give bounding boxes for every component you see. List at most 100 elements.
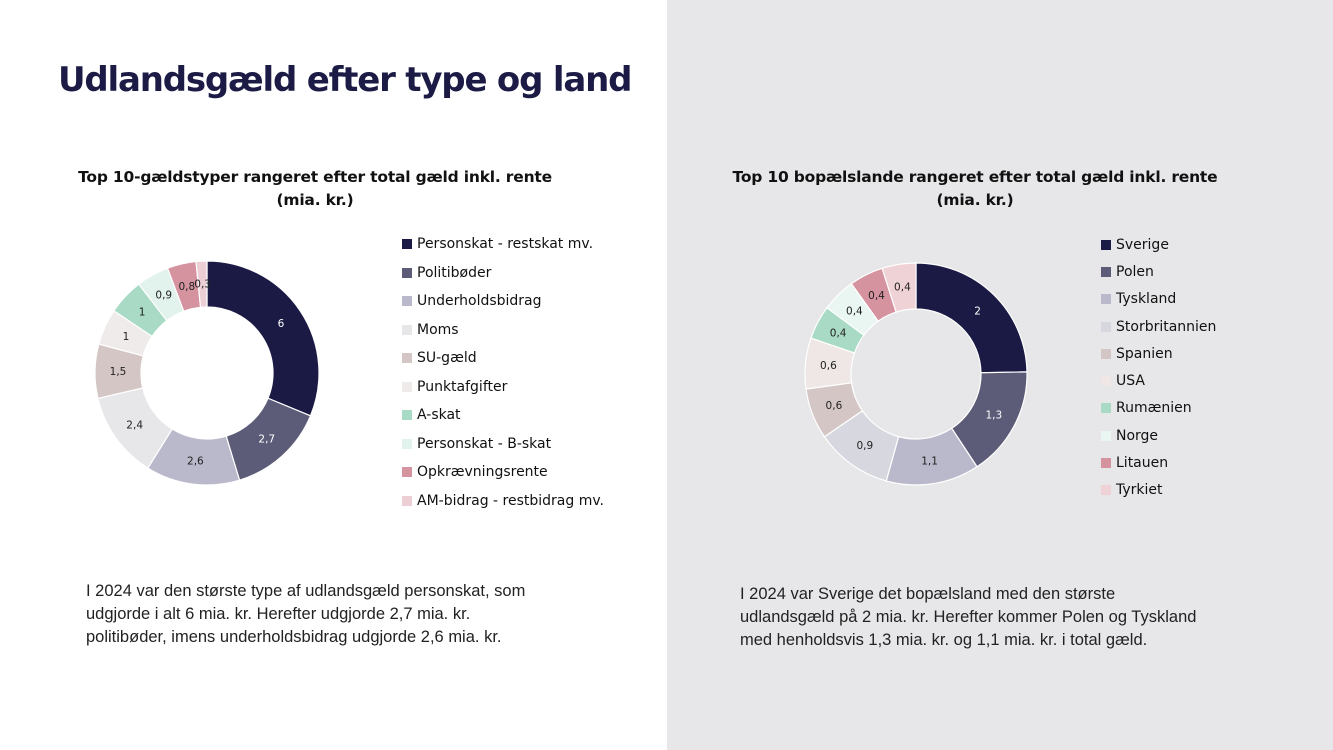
right-legend-label: Norge bbox=[1116, 427, 1159, 444]
right-legend-label: Polen bbox=[1116, 263, 1154, 280]
left-legend-swatch bbox=[402, 239, 412, 250]
left-data-label-am-bidrag-restbidrag-mv: 0,3 bbox=[194, 279, 211, 291]
right-legend-swatch bbox=[1101, 321, 1111, 332]
left-legend-label: A-skat bbox=[417, 407, 461, 424]
left-summary-line: udgjorde i alt 6 mia. kr. Herefter udgjo… bbox=[86, 605, 471, 623]
page-title: Udlandsgæld efter type og land bbox=[58, 60, 632, 100]
right-legend-label: Tyrkiet bbox=[1116, 482, 1163, 499]
right-data-label-norge: 0,4 bbox=[846, 306, 863, 318]
right-chart-legend: Sverige Polen Tyskland Storbritannien Spanie… bbox=[1101, 231, 1216, 504]
left-donut-chart: 6 2,7 2,6 2,4 1,5 11 0,9 0,8 0,3 bbox=[94, 260, 320, 486]
right-legend-label: USA bbox=[1116, 373, 1145, 390]
left-data-label-su-g-ld: 1,5 bbox=[110, 366, 127, 378]
left-data-label-punktafgifter: 1 bbox=[123, 331, 130, 343]
right-summary-line: I 2024 var Sverige det bopælsland med de… bbox=[740, 585, 1116, 603]
left-legend-swatch bbox=[402, 410, 412, 421]
left-legend-swatch bbox=[402, 324, 412, 335]
left-legend-item-am-bidrag-restbidrag-mv: AM-bidrag - restbidrag mv. bbox=[402, 487, 604, 516]
left-legend-label: Personskat - B-skat bbox=[417, 435, 552, 452]
left-legend-label: Moms bbox=[417, 321, 459, 338]
right-chart-title-line2: (mia. kr.) bbox=[936, 191, 1014, 209]
left-legend-label: SU-gæld bbox=[417, 350, 477, 367]
left-legend-label: Personskat - restskat mv. bbox=[417, 236, 594, 253]
left-slice-personskat-restskat-mv bbox=[206, 260, 320, 417]
right-data-label-rum-nien: 0,4 bbox=[830, 327, 847, 339]
left-summary-line: I 2024 var den største type af udlandsgæ… bbox=[86, 582, 526, 600]
left-legend-label: Punktafgifter bbox=[417, 378, 508, 395]
left-legend-swatch bbox=[402, 467, 412, 478]
right-legend-swatch bbox=[1101, 376, 1111, 387]
left-data-label-moms: 2,4 bbox=[126, 419, 143, 431]
left-legend-item-su-g-ld: SU-gæld bbox=[402, 344, 604, 373]
left-legend-label: AM-bidrag - restbidrag mv. bbox=[417, 492, 605, 509]
right-legend-item-usa: USA bbox=[1101, 367, 1216, 394]
left-legend-item-personskat-b-skat: Personskat - B-skat bbox=[402, 430, 604, 459]
left-legend-label: Opkrævningsrente bbox=[417, 464, 548, 481]
left-legend-swatch bbox=[402, 353, 412, 364]
left-legend-item-punktafgifter: Punktafgifter bbox=[402, 373, 604, 402]
left-legend-swatch bbox=[402, 296, 412, 307]
right-data-label-sverige: 2 bbox=[974, 306, 981, 318]
right-legend-swatch bbox=[1101, 266, 1111, 277]
right-legend-swatch bbox=[1101, 348, 1111, 359]
right-summary-line: med henholdsvis 1,3 mia. kr. og 1,1 mia.… bbox=[740, 631, 1148, 649]
left-chart-legend: Personskat - restskat mv. Politibøder Unde… bbox=[402, 230, 604, 515]
left-legend-label: Underholdsbidrag bbox=[417, 293, 542, 310]
left-legend-swatch bbox=[402, 495, 412, 506]
left-legend-item-moms: Moms bbox=[402, 316, 604, 345]
left-legend-item-underholdsbidrag: Underholdsbidrag bbox=[402, 287, 604, 316]
left-legend-swatch bbox=[402, 438, 412, 449]
right-legend-item-rum-nien: Rumænien bbox=[1101, 395, 1216, 422]
right-legend-item-storbritannien: Storbritannien bbox=[1101, 313, 1216, 340]
right-legend-item-tyrkiet: Tyrkiet bbox=[1101, 477, 1216, 504]
left-chart-title-line1: Top 10-gældstyper rangeret efter total g… bbox=[78, 168, 552, 186]
left-data-label-opkr-vningsrente: 0,8 bbox=[178, 281, 195, 293]
left-slice-am-bidrag-restbidrag-mv bbox=[195, 260, 208, 308]
right-legend-label: Tyskland bbox=[1116, 291, 1177, 308]
left-legend-item-opkr-vningsrente: Opkrævningsrente bbox=[402, 458, 604, 487]
left-legend-swatch bbox=[402, 381, 412, 392]
left-data-label-a-skat: 1 bbox=[139, 307, 146, 319]
right-legend-item-tyskland: Tyskland bbox=[1101, 286, 1216, 313]
right-legend-swatch bbox=[1101, 403, 1111, 414]
left-legend-item-a-skat: A-skat bbox=[402, 401, 604, 430]
right-slice-sverige bbox=[915, 262, 1028, 374]
right-legend-label: Sverige bbox=[1116, 236, 1169, 253]
right-chart-title: Top 10 bopælslande rangeret efter total … bbox=[720, 166, 1230, 212]
left-data-label-underholdsbidrag: 2,6 bbox=[187, 456, 204, 468]
right-legend-item-litauen: Litauen bbox=[1101, 449, 1216, 476]
left-data-label-personskat-restskat-mv: 6 bbox=[278, 318, 285, 330]
right-legend-label: Storbritannien bbox=[1116, 318, 1217, 335]
right-legend-label: Rumænien bbox=[1116, 400, 1192, 417]
right-legend-swatch bbox=[1101, 430, 1111, 441]
right-donut-chart: 2 1,3 1,1 0,9 0,6 0,6 0,4 0,4 0,4 0,4 bbox=[804, 262, 1028, 486]
left-legend-item-politib-der: Politibøder bbox=[402, 259, 604, 288]
left-chart-title: Top 10-gældstyper rangeret efter total g… bbox=[60, 166, 570, 212]
right-data-label-polen: 1,3 bbox=[986, 410, 1003, 422]
right-data-label-litauen: 0,4 bbox=[868, 290, 885, 302]
right-legend-item-spanien: Spanien bbox=[1101, 340, 1216, 367]
right-legend-item-norge: Norge bbox=[1101, 422, 1216, 449]
left-data-label-personskat-b-skat: 0,9 bbox=[155, 290, 172, 302]
right-legend-swatch bbox=[1101, 294, 1111, 305]
left-legend-label: Politibøder bbox=[417, 264, 492, 281]
right-data-label-storbritannien: 0,9 bbox=[856, 440, 873, 452]
right-legend-label: Spanien bbox=[1116, 345, 1173, 362]
left-legend-item-personskat-restskat-mv: Personskat - restskat mv. bbox=[402, 230, 604, 259]
right-legend-item-polen: Polen bbox=[1101, 258, 1216, 285]
left-summary-line: politibøder, imens underholdsbidrag udgj… bbox=[86, 628, 502, 646]
right-data-label-spanien: 0,6 bbox=[826, 400, 843, 412]
right-legend-item-sverige: Sverige bbox=[1101, 231, 1216, 258]
right-legend-label: Litauen bbox=[1116, 455, 1169, 472]
right-data-label-tyrkiet: 0,4 bbox=[894, 282, 911, 294]
right-summary-line: udlandsgæld på 2 mia. kr. Herefter komme… bbox=[740, 608, 1197, 626]
right-slice-tyrkiet bbox=[881, 262, 917, 313]
right-summary-text: I 2024 var Sverige det bopælsland med de… bbox=[740, 583, 1196, 652]
right-chart-title-line1: Top 10 bopælslande rangeret efter total … bbox=[732, 168, 1218, 186]
right-legend-swatch bbox=[1101, 485, 1111, 496]
left-chart-title-line2: (mia. kr.) bbox=[276, 191, 354, 209]
right-data-label-usa: 0,6 bbox=[820, 360, 837, 372]
right-data-label-tyskland: 1,1 bbox=[921, 455, 938, 467]
right-legend-swatch bbox=[1101, 458, 1111, 469]
left-summary-text: I 2024 var den største type af udlandsgæ… bbox=[86, 580, 525, 649]
